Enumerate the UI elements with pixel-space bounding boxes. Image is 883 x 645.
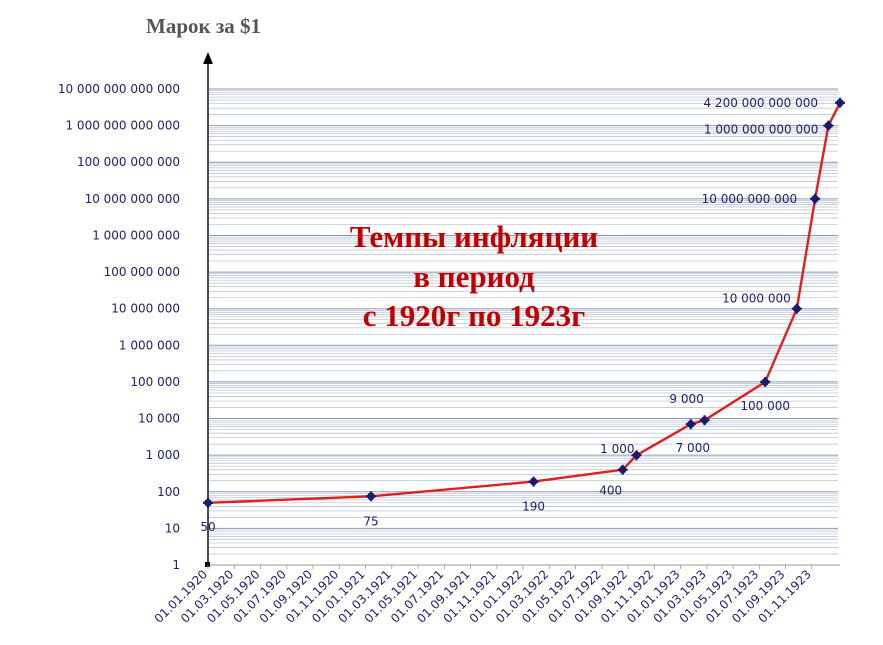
data-label: 50 <box>200 520 215 534</box>
y-tick-labels: 1 10 100 1 000 10 000 100 000 1 000 000 10 000 … <box>58 82 180 572</box>
data-point-marker <box>685 419 696 430</box>
data-point-marker <box>760 376 771 387</box>
data-point-marker <box>835 97 845 108</box>
data-label: 10 000 000 <box>722 292 791 306</box>
y-tick-label: 10 000 000 <box>111 302 180 316</box>
data-label: 4 200 000 000 000 <box>703 96 818 110</box>
y-tick-label: 1 000 000 <box>119 338 180 352</box>
y-tick-label: 10 000 <box>138 412 180 426</box>
y-tick-label: 10 000 000 000 <box>85 192 180 206</box>
y-tick-label: 1 000 <box>146 448 180 462</box>
chart-title: Темпы инфляции в период с 1920г по 1923г <box>350 219 598 333</box>
y-tick-label: 10 <box>165 521 180 535</box>
series-line <box>207 102 842 504</box>
data-label: 1 000 <box>600 442 634 456</box>
y-tick-label: 100 000 000 000 <box>77 155 180 169</box>
y-tick-label: 1 000 000 000 <box>92 229 180 243</box>
data-label: 400 <box>599 484 622 498</box>
data-point-marker <box>699 415 710 426</box>
x-tick-labels: 01.01.192001.03.192001.05.192001.07.1920… <box>152 565 814 626</box>
data-label: 7 000 <box>676 441 710 455</box>
data-label: 100 000 <box>740 399 790 413</box>
data-label: 9 000 <box>669 392 703 406</box>
data-label: 75 <box>363 514 378 528</box>
y-axis-arrow <box>203 52 213 64</box>
chart-title-line-3: с 1920г по 1923г <box>363 298 586 333</box>
y-tick-label: 100 000 <box>130 375 180 389</box>
y-tick-label: 1 <box>172 558 180 572</box>
data-point-marker <box>366 491 376 502</box>
data-point-marker <box>528 476 539 487</box>
origin-marker <box>205 562 210 567</box>
data-label: 10 000 000 000 <box>702 192 797 206</box>
data-labels: 50 75 190 400 1 000 7 000 9 000 100 000 10 000 0… <box>200 96 818 534</box>
data-point-marker <box>791 303 802 314</box>
data-point-marker <box>631 450 642 461</box>
data-point-marker <box>617 464 628 475</box>
y-tick-label: 100 <box>157 485 180 499</box>
y-axis-title: Марок за $1 <box>146 14 261 38</box>
series <box>203 97 845 508</box>
data-label: 1 000 000 000 000 <box>704 123 819 137</box>
y-tick-label: 1 000 000 000 000 <box>65 119 180 133</box>
y-tick-label: 100 000 000 <box>104 265 180 279</box>
data-point-marker <box>203 497 213 508</box>
y-tick-label: 10 000 000 000 000 <box>58 82 180 96</box>
data-point-marker <box>810 193 821 204</box>
chart-title-line-1: Темпы инфляции <box>350 219 598 254</box>
chart-title-line-2: в период <box>413 259 535 294</box>
data-point-marker <box>823 120 834 131</box>
data-label: 190 <box>522 500 545 514</box>
